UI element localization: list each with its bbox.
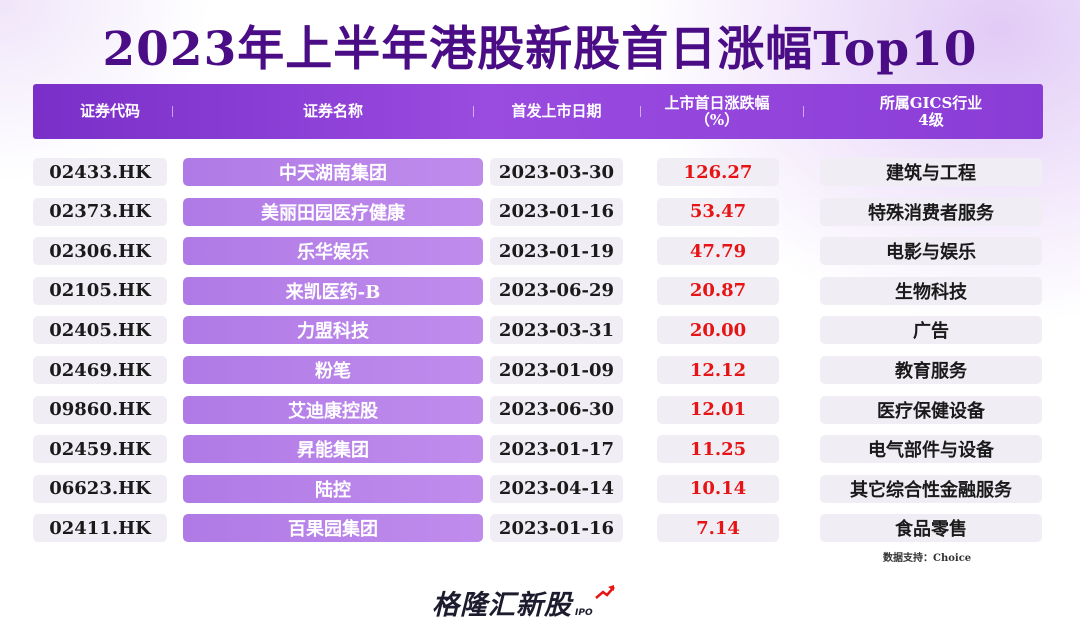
table-row: 02459.HK 昇能集团 2023-01-17 11.25 电气部件与设备 bbox=[0, 435, 1080, 464]
security-code-cell: 06623.HK bbox=[33, 474, 167, 503]
gics-industry-cell: 广告 bbox=[820, 316, 1042, 345]
table-row: 06623.HK 陆控 2023-04-14 10.14 其它综合性金融服务 bbox=[0, 474, 1080, 503]
listing-date-cell: 2023-01-19 bbox=[490, 237, 623, 266]
security-code-cell: 02105.HK bbox=[33, 276, 167, 305]
header-divider bbox=[473, 106, 474, 117]
gics-industry-cell: 特殊消费者服务 bbox=[820, 197, 1042, 226]
security-code-cell: 09860.HK bbox=[33, 395, 167, 424]
listing-date-cell: 2023-04-14 bbox=[490, 474, 623, 503]
first-day-change-cell: 12.01 bbox=[657, 395, 779, 424]
security-code-cell: 02469.HK bbox=[33, 356, 167, 384]
first-day-change-cell: 7.14 bbox=[657, 514, 779, 543]
table-row: 02405.HK 力盟科技 2023-03-31 20.00 广告 bbox=[0, 316, 1080, 345]
security-name-cell: 美丽田园医疗健康 bbox=[183, 197, 483, 226]
first-day-change-cell: 20.87 bbox=[657, 276, 779, 305]
page-title: 2023年上半年港股新股首日涨幅Top10 bbox=[102, 22, 978, 77]
security-name-cell: 中天湖南集团 bbox=[183, 158, 483, 186]
gics-industry-cell: 生物科技 bbox=[820, 276, 1042, 305]
first-day-change-cell: 11.25 bbox=[657, 435, 779, 464]
security-name-cell: 粉笔 bbox=[183, 356, 483, 384]
header-industry: 所属GICS行业 4级 bbox=[820, 84, 1042, 139]
data-source: 数据支持：Choice bbox=[883, 553, 972, 564]
listing-date-cell: 2023-01-16 bbox=[490, 197, 623, 226]
header-industry-line2: 4级 bbox=[918, 110, 944, 129]
brand-logo: 格隆汇新股 IPO bbox=[432, 582, 615, 622]
security-code-cell: 02411.HK bbox=[33, 514, 167, 543]
first-day-change-cell: 47.79 bbox=[657, 237, 779, 266]
header-name: 证券名称 bbox=[302, 102, 363, 120]
header-date: 首发上市日期 bbox=[511, 102, 602, 120]
gics-industry-cell: 电气部件与设备 bbox=[820, 435, 1042, 464]
gics-industry-cell: 教育服务 bbox=[820, 356, 1042, 384]
listing-date-cell: 2023-03-30 bbox=[490, 158, 623, 186]
header-divider bbox=[640, 106, 641, 117]
logo-text: 格隆汇新股 bbox=[432, 590, 572, 621]
header-code: 证券代码 bbox=[79, 102, 140, 120]
security-name-cell: 百果园集团 bbox=[183, 514, 483, 543]
header-change: 上市首日涨跌幅 （%） bbox=[647, 84, 787, 139]
trend-arrow-icon bbox=[595, 585, 615, 599]
security-name-cell: 艾迪康控股 bbox=[183, 395, 483, 424]
listing-date-cell: 2023-01-16 bbox=[490, 514, 623, 543]
listing-date-cell: 2023-01-09 bbox=[490, 356, 623, 384]
security-code-cell: 02373.HK bbox=[33, 197, 167, 226]
gics-industry-cell: 建筑与工程 bbox=[820, 158, 1042, 186]
gics-industry-cell: 食品零售 bbox=[820, 514, 1042, 543]
first-day-change-cell: 10.14 bbox=[657, 474, 779, 503]
first-day-change-cell: 126.27 bbox=[657, 158, 779, 186]
first-day-change-cell: 20.00 bbox=[657, 316, 779, 345]
table-row: 02105.HK 来凯医药-B 2023-06-29 20.87 生物科技 bbox=[0, 276, 1080, 305]
table-row: 09860.HK 艾迪康控股 2023-06-30 12.01 医疗保健设备 bbox=[0, 395, 1080, 424]
header-industry-line1: 所属GICS行业 bbox=[879, 93, 983, 112]
table-row: 02469.HK 粉笔 2023-01-09 12.12 教育服务 bbox=[0, 356, 1080, 384]
header-divider bbox=[803, 106, 804, 117]
listing-date-cell: 2023-06-29 bbox=[490, 276, 623, 305]
security-code-cell: 02433.HK bbox=[33, 158, 167, 186]
listing-date-cell: 2023-01-17 bbox=[490, 435, 623, 464]
security-name-cell: 来凯医药-B bbox=[183, 276, 483, 305]
gics-industry-cell: 医疗保健设备 bbox=[820, 395, 1042, 424]
security-name-cell: 力盟科技 bbox=[183, 316, 483, 345]
security-code-cell: 02306.HK bbox=[33, 237, 167, 266]
security-name-cell: 陆控 bbox=[183, 474, 483, 503]
first-day-change-cell: 53.47 bbox=[657, 197, 779, 226]
table-row: 02433.HK 中天湖南集团 2023-03-30 126.27 建筑与工程 bbox=[0, 158, 1080, 186]
security-code-cell: 02405.HK bbox=[33, 316, 167, 345]
security-name-cell: 乐华娱乐 bbox=[183, 237, 483, 266]
table-row: 02411.HK 百果园集团 2023-01-16 7.14 食品零售 bbox=[0, 514, 1080, 543]
header-change-line2: （%） bbox=[694, 110, 740, 129]
listing-date-cell: 2023-06-30 bbox=[490, 395, 623, 424]
gics-industry-cell: 其它综合性金融服务 bbox=[820, 474, 1042, 503]
security-code-cell: 02459.HK bbox=[33, 435, 167, 464]
header-change-line1: 上市首日涨跌幅 bbox=[664, 93, 770, 112]
security-name-cell: 昇能集团 bbox=[183, 435, 483, 464]
table-row: 02373.HK 美丽田园医疗健康 2023-01-16 53.47 特殊消费者服务 bbox=[0, 197, 1080, 226]
first-day-change-cell: 12.12 bbox=[657, 356, 779, 384]
header-divider bbox=[172, 106, 173, 117]
listing-date-cell: 2023-03-31 bbox=[490, 316, 623, 345]
logo-ipo: IPO bbox=[575, 608, 593, 618]
gics-industry-cell: 电影与娱乐 bbox=[820, 237, 1042, 266]
table-header: 证券代码 证券名称 首发上市日期 上市首日涨跌幅 （%） 所属GICS行业 4级 bbox=[33, 84, 1043, 139]
table-row: 02306.HK 乐华娱乐 2023-01-19 47.79 电影与娱乐 bbox=[0, 237, 1080, 266]
